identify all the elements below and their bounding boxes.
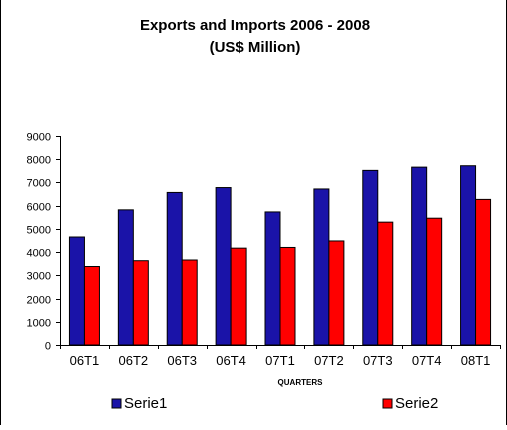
y-tick-label: 9000 [27, 132, 51, 144]
legend: Serie1 Serie2 [111, 395, 438, 412]
bar-serie1-07t2 [313, 188, 330, 346]
x-tick-label: 07T2 [314, 353, 344, 368]
y-tick-label: 3000 [27, 271, 51, 283]
bar-serie1-06t3 [166, 191, 183, 346]
x-tick-label: 06T4 [216, 353, 246, 368]
x-axis: 06T1 06T2 06T3 06T4 07T1 07T2 07T3 07T4 08T1 [60, 345, 501, 368]
bar-serie2-07t4 [426, 217, 443, 346]
bar-serie2-06t2 [132, 260, 149, 346]
bar-serie2-08t1 [475, 198, 492, 346]
legend-swatch-serie1 [111, 398, 122, 409]
bar-serie1-07t1 [264, 211, 281, 346]
x-tick-label: 07T3 [363, 353, 393, 368]
y-tick-label: 1000 [27, 318, 51, 330]
x-tick-label: 06T2 [119, 353, 149, 368]
bar-serie2-06t1 [83, 266, 100, 346]
x-tick-label: 08T1 [461, 353, 491, 368]
bar-serie1-06t4 [215, 187, 232, 346]
x-axis-title: QUARTERS [278, 378, 324, 387]
y-axis: 0 1000 2000 3000 4000 5000 6000 7000 8000 9000 [27, 132, 61, 353]
x-tick-label: 06T3 [167, 353, 197, 368]
bar-serie2-06t3 [181, 259, 198, 346]
bar-serie1-07t3 [362, 169, 379, 346]
x-tick-label: 07T4 [412, 353, 442, 368]
chart-subtitle: (US$ Million) [210, 39, 301, 56]
bar-serie2-07t3 [377, 221, 394, 346]
bar-serie1-06t1 [68, 236, 85, 346]
legend-swatch-serie2 [382, 398, 393, 409]
bar-serie1-06t2 [117, 209, 134, 346]
y-tick-label: 6000 [27, 202, 51, 214]
y-tick-label: 5000 [27, 225, 51, 237]
y-tick-label: 0 [45, 341, 51, 353]
y-tick-label: 7000 [27, 178, 51, 190]
legend-label-serie1: Serie1 [124, 395, 167, 412]
bar-serie2-07t1 [279, 246, 296, 346]
x-tick-label: 07T1 [265, 353, 295, 368]
legend-item-serie1: Serie1 [111, 395, 167, 412]
bars [68, 165, 492, 346]
bar-serie2-07t2 [328, 240, 345, 346]
bar-serie1-08t1 [460, 165, 477, 346]
bar-serie1-07t4 [411, 166, 428, 346]
y-tick-label: 2000 [27, 295, 51, 307]
legend-label-serie2: Serie2 [395, 395, 438, 412]
chart-title: Exports and Imports 2006 - 2008 [140, 17, 370, 34]
y-tick-label: 4000 [27, 248, 51, 260]
y-tick-label: 8000 [27, 155, 51, 167]
legend-item-serie2: Serie2 [382, 395, 438, 412]
bar-serie2-06t4 [230, 247, 247, 346]
x-tick-label: 06T1 [70, 353, 100, 368]
